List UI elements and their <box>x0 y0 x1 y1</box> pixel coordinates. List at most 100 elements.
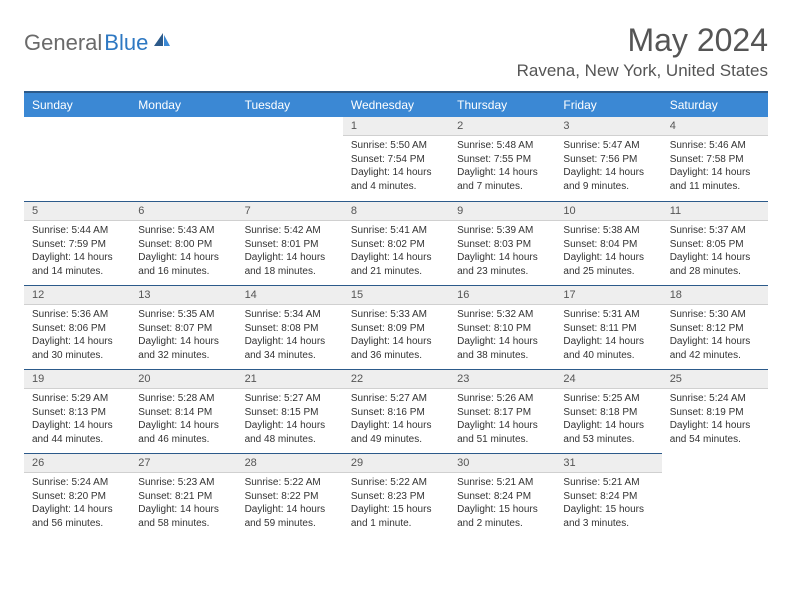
day-cell: 13Sunrise: 5:35 AMSunset: 8:07 PMDayligh… <box>130 285 236 369</box>
calendar-week: 1Sunrise: 5:50 AMSunset: 7:54 PMDaylight… <box>24 117 768 201</box>
calendar-cell: 5Sunrise: 5:44 AMSunset: 7:59 PMDaylight… <box>24 201 130 285</box>
day-details: Sunrise: 5:50 AMSunset: 7:54 PMDaylight:… <box>343 136 449 199</box>
daylight-line: Daylight: 14 hours and 30 minutes. <box>32 335 128 362</box>
day-details: Sunrise: 5:42 AMSunset: 8:01 PMDaylight:… <box>237 221 343 284</box>
weekday-header: Saturday <box>662 92 768 117</box>
sunrise-line: Sunrise: 5:47 AM <box>563 139 659 153</box>
day-cell: 27Sunrise: 5:23 AMSunset: 8:21 PMDayligh… <box>130 453 236 537</box>
sunset-line: Sunset: 8:20 PM <box>32 490 128 504</box>
daylight-line: Daylight: 14 hours and 9 minutes. <box>563 166 659 193</box>
daylight-line: Daylight: 14 hours and 42 minutes. <box>670 335 766 362</box>
day-cell: 6Sunrise: 5:43 AMSunset: 8:00 PMDaylight… <box>130 201 236 285</box>
sunrise-line: Sunrise: 5:41 AM <box>351 224 447 238</box>
daylight-line: Daylight: 14 hours and 32 minutes. <box>138 335 234 362</box>
day-details: Sunrise: 5:39 AMSunset: 8:03 PMDaylight:… <box>449 221 555 284</box>
sunset-line: Sunset: 8:16 PM <box>351 406 447 420</box>
calendar-cell: 23Sunrise: 5:26 AMSunset: 8:17 PMDayligh… <box>449 369 555 453</box>
calendar-cell: 15Sunrise: 5:33 AMSunset: 8:09 PMDayligh… <box>343 285 449 369</box>
sunset-line: Sunset: 8:11 PM <box>563 322 659 336</box>
calendar-week: 26Sunrise: 5:24 AMSunset: 8:20 PMDayligh… <box>24 453 768 537</box>
sunrise-line: Sunrise: 5:46 AM <box>670 139 766 153</box>
day-details: Sunrise: 5:24 AMSunset: 8:19 PMDaylight:… <box>662 389 768 452</box>
sunset-line: Sunset: 8:09 PM <box>351 322 447 336</box>
sunset-line: Sunset: 8:02 PM <box>351 238 447 252</box>
day-cell: 26Sunrise: 5:24 AMSunset: 8:20 PMDayligh… <box>24 453 130 537</box>
daylight-line: Daylight: 14 hours and 51 minutes. <box>457 419 553 446</box>
weekday-header: Sunday <box>24 92 130 117</box>
daylight-line: Daylight: 14 hours and 46 minutes. <box>138 419 234 446</box>
calendar-cell: 17Sunrise: 5:31 AMSunset: 8:11 PMDayligh… <box>555 285 661 369</box>
day-number: 21 <box>237 369 343 389</box>
logo-text-blue: Blue <box>104 30 148 56</box>
day-number: 20 <box>130 369 236 389</box>
day-cell: 12Sunrise: 5:36 AMSunset: 8:06 PMDayligh… <box>24 285 130 369</box>
daylight-line: Daylight: 14 hours and 54 minutes. <box>670 419 766 446</box>
day-number: 18 <box>662 285 768 305</box>
daylight-line: Daylight: 14 hours and 18 minutes. <box>245 251 341 278</box>
day-details: Sunrise: 5:27 AMSunset: 8:16 PMDaylight:… <box>343 389 449 452</box>
day-number: 13 <box>130 285 236 305</box>
day-number: 27 <box>130 453 236 473</box>
sunrise-line: Sunrise: 5:33 AM <box>351 308 447 322</box>
day-number: 25 <box>662 369 768 389</box>
day-details: Sunrise: 5:28 AMSunset: 8:14 PMDaylight:… <box>130 389 236 452</box>
calendar-cell: 25Sunrise: 5:24 AMSunset: 8:19 PMDayligh… <box>662 369 768 453</box>
sunset-line: Sunset: 8:01 PM <box>245 238 341 252</box>
calendar-page: General Blue May 2024 Ravena, New York, … <box>0 0 792 537</box>
day-details: Sunrise: 5:21 AMSunset: 8:24 PMDaylight:… <box>555 473 661 536</box>
weekday-header: Tuesday <box>237 92 343 117</box>
calendar-cell: 28Sunrise: 5:22 AMSunset: 8:22 PMDayligh… <box>237 453 343 537</box>
day-cell: 30Sunrise: 5:21 AMSunset: 8:24 PMDayligh… <box>449 453 555 537</box>
day-details: Sunrise: 5:22 AMSunset: 8:22 PMDaylight:… <box>237 473 343 536</box>
day-number: 6 <box>130 201 236 221</box>
weekday-header: Thursday <box>449 92 555 117</box>
day-number: 8 <box>343 201 449 221</box>
calendar-cell <box>237 117 343 201</box>
day-details: Sunrise: 5:30 AMSunset: 8:12 PMDaylight:… <box>662 305 768 368</box>
header: General Blue May 2024 Ravena, New York, … <box>24 22 768 81</box>
sunset-line: Sunset: 8:19 PM <box>670 406 766 420</box>
logo: General Blue <box>24 22 172 56</box>
month-title: May 2024 <box>517 22 768 59</box>
day-cell: 1Sunrise: 5:50 AMSunset: 7:54 PMDaylight… <box>343 117 449 201</box>
sunset-line: Sunset: 8:07 PM <box>138 322 234 336</box>
calendar-cell: 12Sunrise: 5:36 AMSunset: 8:06 PMDayligh… <box>24 285 130 369</box>
calendar-cell: 26Sunrise: 5:24 AMSunset: 8:20 PMDayligh… <box>24 453 130 537</box>
calendar-cell: 10Sunrise: 5:38 AMSunset: 8:04 PMDayligh… <box>555 201 661 285</box>
day-details: Sunrise: 5:41 AMSunset: 8:02 PMDaylight:… <box>343 221 449 284</box>
day-number: 16 <box>449 285 555 305</box>
calendar-cell: 8Sunrise: 5:41 AMSunset: 8:02 PMDaylight… <box>343 201 449 285</box>
day-details: Sunrise: 5:21 AMSunset: 8:24 PMDaylight:… <box>449 473 555 536</box>
weekday-header: Monday <box>130 92 236 117</box>
day-details: Sunrise: 5:25 AMSunset: 8:18 PMDaylight:… <box>555 389 661 452</box>
day-cell: 28Sunrise: 5:22 AMSunset: 8:22 PMDayligh… <box>237 453 343 537</box>
day-cell: 18Sunrise: 5:30 AMSunset: 8:12 PMDayligh… <box>662 285 768 369</box>
daylight-line: Daylight: 14 hours and 49 minutes. <box>351 419 447 446</box>
day-cell: 4Sunrise: 5:46 AMSunset: 7:58 PMDaylight… <box>662 117 768 201</box>
calendar-cell: 18Sunrise: 5:30 AMSunset: 8:12 PMDayligh… <box>662 285 768 369</box>
daylight-line: Daylight: 14 hours and 38 minutes. <box>457 335 553 362</box>
day-details: Sunrise: 5:31 AMSunset: 8:11 PMDaylight:… <box>555 305 661 368</box>
day-cell: 16Sunrise: 5:32 AMSunset: 8:10 PMDayligh… <box>449 285 555 369</box>
day-number: 26 <box>24 453 130 473</box>
calendar-week: 5Sunrise: 5:44 AMSunset: 7:59 PMDaylight… <box>24 201 768 285</box>
sunrise-line: Sunrise: 5:43 AM <box>138 224 234 238</box>
empty-cell <box>662 453 768 537</box>
day-number: 24 <box>555 369 661 389</box>
sunrise-line: Sunrise: 5:23 AM <box>138 476 234 490</box>
sunset-line: Sunset: 7:55 PM <box>457 153 553 167</box>
location: Ravena, New York, United States <box>517 61 768 81</box>
daylight-line: Daylight: 14 hours and 14 minutes. <box>32 251 128 278</box>
empty-cell <box>237 117 343 201</box>
calendar-cell: 11Sunrise: 5:37 AMSunset: 8:05 PMDayligh… <box>662 201 768 285</box>
calendar-cell: 6Sunrise: 5:43 AMSunset: 8:00 PMDaylight… <box>130 201 236 285</box>
day-cell: 31Sunrise: 5:21 AMSunset: 8:24 PMDayligh… <box>555 453 661 537</box>
daylight-line: Daylight: 15 hours and 1 minute. <box>351 503 447 530</box>
day-details: Sunrise: 5:22 AMSunset: 8:23 PMDaylight:… <box>343 473 449 536</box>
sunrise-line: Sunrise: 5:27 AM <box>245 392 341 406</box>
sunrise-line: Sunrise: 5:22 AM <box>351 476 447 490</box>
calendar-cell: 7Sunrise: 5:42 AMSunset: 8:01 PMDaylight… <box>237 201 343 285</box>
day-details: Sunrise: 5:32 AMSunset: 8:10 PMDaylight:… <box>449 305 555 368</box>
calendar-cell: 9Sunrise: 5:39 AMSunset: 8:03 PMDaylight… <box>449 201 555 285</box>
sunset-line: Sunset: 8:24 PM <box>563 490 659 504</box>
